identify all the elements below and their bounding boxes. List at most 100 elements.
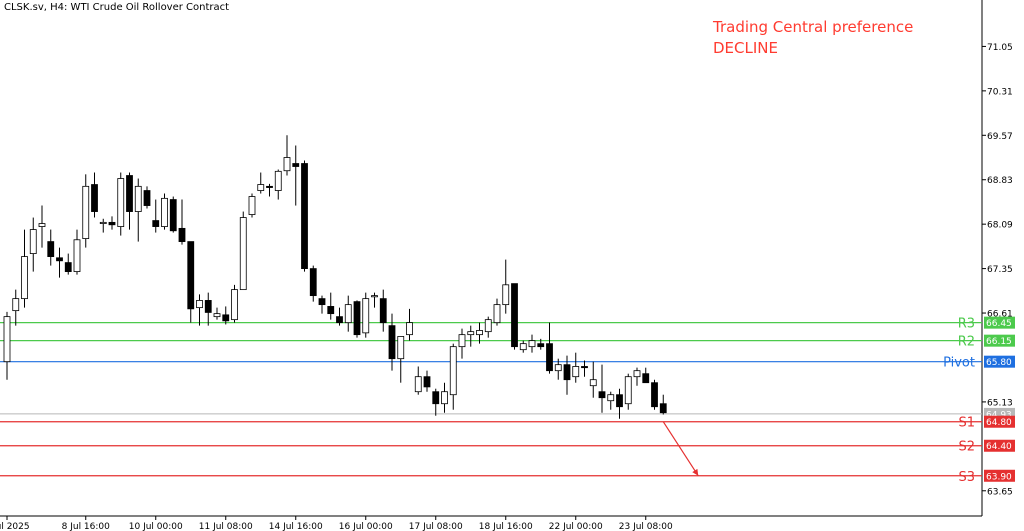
bullish-candle: [99, 221, 107, 224]
level-price-label: 64.80: [986, 418, 1012, 428]
bullish-candle: [82, 185, 90, 239]
bullish-candle: [633, 370, 641, 378]
y-tick-label: 67.35: [987, 265, 1013, 275]
bullish-candle: [441, 391, 448, 405]
level-price-tag: [984, 439, 1015, 452]
bullish-candle: [29, 229, 37, 254]
bearish-candle: [423, 376, 431, 388]
bullish-candle: [231, 289, 238, 321]
bullish-candle: [248, 196, 256, 215]
bearish-candle: [546, 343, 553, 372]
level-name-r2: R2: [958, 335, 975, 350]
bullish-candle: [12, 298, 20, 312]
x-tick-label: 17 Jul 08:00: [409, 522, 463, 531]
preference-direction: DECLINE: [713, 39, 778, 57]
bearish-candle: [169, 199, 177, 232]
bullish-candle: [73, 239, 81, 273]
bullish-candle: [274, 170, 282, 191]
bearish-candle: [222, 314, 230, 322]
x-tick-label: 22 Jul 00:00: [549, 522, 603, 531]
x-tick-label: 18 Jul 16:00: [479, 522, 533, 531]
level-price-tag: [984, 415, 1015, 428]
chart-header: CLSK.sv, H4: WTI Crude Oil Rollover Cont…: [4, 2, 230, 13]
level-name-pivot: Pivot: [943, 356, 975, 371]
trading-preference: Trading Central preference DECLINE: [713, 17, 913, 59]
y-tick-label: 63.65: [987, 487, 1013, 497]
bearish-candle: [651, 382, 658, 408]
bullish-candle: [239, 217, 247, 291]
x-tick-label: 8 Jul 16:00: [62, 522, 111, 531]
projection-arrow: [662, 421, 699, 477]
bearish-candle: [598, 391, 606, 399]
bullish-candle: [134, 185, 142, 212]
bearish-candle: [56, 257, 63, 262]
bearish-candle: [511, 283, 518, 348]
bearish-candle: [143, 190, 151, 206]
bullish-candle: [371, 295, 378, 298]
level-name-r3: R3: [958, 317, 975, 332]
bullish-candle: [344, 304, 352, 324]
level-price-label: 66.45: [986, 319, 1012, 329]
bearish-candle: [266, 185, 273, 188]
bullish-candle: [484, 319, 492, 333]
bullish-candle: [397, 336, 405, 360]
bullish-candle: [406, 322, 413, 336]
bearish-candle: [318, 298, 326, 306]
bearish-candle: [563, 364, 571, 381]
bearish-candle: [353, 301, 361, 336]
x-tick-label: 23 Jul 08:00: [619, 522, 673, 531]
x-tick-label: 16 Jul 00:00: [339, 522, 393, 531]
bearish-candle: [108, 221, 116, 226]
bearish-candle: [432, 391, 440, 405]
bearish-candle: [616, 394, 623, 408]
y-tick-label: 71.05: [987, 43, 1013, 53]
bearish-candle: [336, 316, 343, 324]
bullish-candle: [449, 346, 457, 396]
bullish-candle: [414, 376, 422, 393]
level-price-tag: [984, 355, 1015, 368]
bullish-candle: [38, 223, 46, 227]
bullish-candle: [476, 330, 483, 336]
bullish-candle: [196, 300, 203, 309]
bearish-candle: [152, 220, 160, 227]
level-price-label: 63.90: [986, 472, 1012, 482]
bearish-candle: [642, 373, 650, 384]
level-price-label: 65.80: [986, 358, 1012, 368]
bullish-candle: [624, 376, 632, 405]
level-name-s1: S1: [958, 416, 975, 431]
y-tick-label: 69.57: [987, 132, 1013, 142]
projection-arrowhead: [692, 468, 699, 476]
bullish-candle: [554, 364, 562, 372]
y-tick-label: 65.13: [987, 398, 1013, 408]
y-tick-label: 66.61: [987, 310, 1013, 320]
bullish-candle: [519, 343, 527, 351]
bullish-candle: [257, 184, 265, 191]
level-price-label: 64.40: [986, 442, 1012, 452]
bearish-candle: [178, 227, 186, 242]
bearish-candle: [47, 241, 55, 257]
bearish-candle: [187, 241, 195, 310]
bullish-candle: [21, 256, 28, 300]
level-price-tag: [984, 334, 1015, 347]
level-name-s3: S3: [958, 470, 975, 485]
level-price-tag: [984, 316, 1015, 329]
bearish-candle: [659, 403, 667, 414]
bearish-candle: [309, 268, 317, 297]
bullish-candle: [493, 304, 501, 324]
bullish-candle: [528, 340, 536, 348]
y-tick-label: 68.83: [987, 176, 1013, 186]
bearish-candle: [292, 163, 300, 167]
bullish-candle: [607, 394, 615, 402]
bullish-candle: [458, 334, 466, 348]
bullish-candle: [467, 331, 475, 336]
bullish-candle: [3, 316, 11, 363]
x-tick-label: 14 Jul 16:00: [269, 522, 323, 531]
bearish-candle: [537, 343, 545, 348]
bearish-candle: [388, 325, 396, 360]
bullish-candle: [589, 379, 597, 387]
bearish-candle: [379, 298, 387, 324]
x-tick-label: 10 Jul 00:00: [129, 522, 183, 531]
bullish-candle: [572, 366, 580, 378]
